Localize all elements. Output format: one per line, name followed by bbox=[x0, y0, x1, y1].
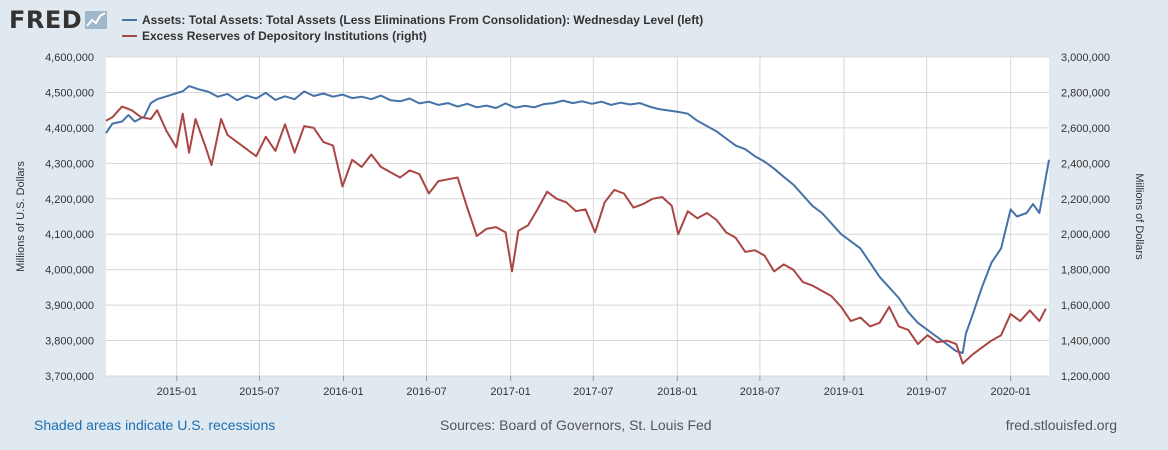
recessions-note-link[interactable]: Shaded areas indicate U.S. recessions bbox=[34, 417, 276, 433]
y-tick-right: 2,600,000 bbox=[1061, 123, 1110, 135]
y-tick-left: 4,400,000 bbox=[45, 123, 94, 135]
y-tick-left: 3,900,000 bbox=[45, 300, 94, 312]
series-line-assets bbox=[105, 85, 1050, 354]
x-tick-label: 2018-07 bbox=[740, 386, 780, 398]
plot-area bbox=[106, 57, 1049, 376]
legend-label-assets: Assets: Total Assets: Total Assets (Less… bbox=[142, 13, 704, 27]
series-line-reserves bbox=[105, 105, 1047, 365]
y-tick-left: 4,100,000 bbox=[45, 229, 94, 241]
y-tick-left: 3,700,000 bbox=[45, 371, 94, 383]
x-tick-label: 2019-07 bbox=[906, 386, 946, 398]
sources-text: Sources: Board of Governors, St. Louis F… bbox=[440, 417, 712, 433]
x-tick-label: 2019-01 bbox=[824, 386, 864, 398]
x-tick-label: 2017-01 bbox=[490, 386, 530, 398]
legend-item-assets[interactable]: Assets: Total Assets: Total Assets (Less… bbox=[122, 12, 703, 28]
y-tick-left: 4,000,000 bbox=[45, 265, 94, 277]
x-tick-label: 2015-07 bbox=[239, 386, 279, 398]
x-tick-label: 2017-07 bbox=[573, 386, 613, 398]
fred-logo[interactable]: FRED bbox=[9, 6, 108, 34]
y-tick-right: 1,600,000 bbox=[1061, 300, 1110, 312]
x-tick-label: 2016-07 bbox=[406, 386, 446, 398]
fred-chart-icon bbox=[85, 11, 108, 29]
x-tick-label: 2015-01 bbox=[157, 386, 197, 398]
x-tick-label: 2016-01 bbox=[323, 386, 363, 398]
y-tick-left: 4,300,000 bbox=[45, 158, 94, 170]
y-axis-title-right: Millions of Dollars bbox=[1133, 173, 1145, 260]
legend-label-reserves: Excess Reserves of Depository Institutio… bbox=[142, 29, 427, 43]
y-tick-left: 4,600,000 bbox=[45, 52, 94, 64]
y-tick-right: 2,200,000 bbox=[1061, 194, 1110, 206]
legend-item-reserves[interactable]: Excess Reserves of Depository Institutio… bbox=[122, 28, 703, 44]
fred-logo-text: FRED bbox=[9, 6, 83, 34]
y-tick-right: 1,200,000 bbox=[1061, 371, 1110, 383]
legend-swatch-assets bbox=[122, 19, 137, 21]
y-tick-right: 3,000,000 bbox=[1061, 52, 1110, 64]
y-tick-left: 4,500,000 bbox=[45, 87, 94, 99]
y-tick-left: 3,800,000 bbox=[45, 336, 94, 348]
chart-plot: 3,700,000 1,200,000 3,800,000 1,400,000 3,90… bbox=[15, 52, 1145, 398]
x-tick-label: 2020-01 bbox=[990, 386, 1030, 398]
y-tick-right: 1,800,000 bbox=[1061, 265, 1110, 277]
y-tick-right: 2,400,000 bbox=[1061, 158, 1110, 170]
chart-legend: Assets: Total Assets: Total Assets (Less… bbox=[122, 12, 703, 44]
y-tick-right: 1,400,000 bbox=[1061, 336, 1110, 348]
x-tick-label: 2018-01 bbox=[657, 386, 697, 398]
y-tick-right: 2,800,000 bbox=[1061, 87, 1110, 99]
y-tick-right: 2,000,000 bbox=[1061, 229, 1110, 241]
y-tick-left: 4,200,000 bbox=[45, 194, 94, 206]
legend-swatch-reserves bbox=[122, 35, 137, 37]
y-axis-title-left: Millions of U.S. Dollars bbox=[15, 161, 27, 272]
site-link[interactable]: fred.stlouisfed.org bbox=[1005, 417, 1117, 433]
